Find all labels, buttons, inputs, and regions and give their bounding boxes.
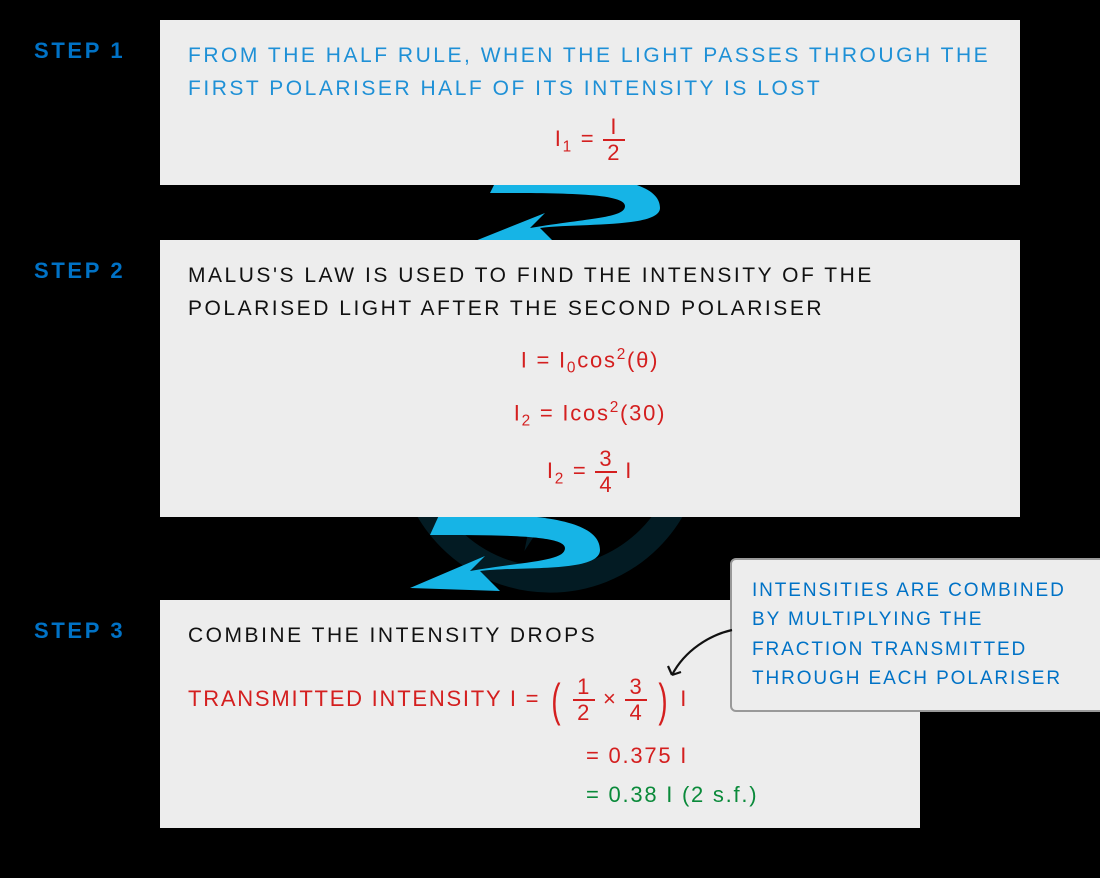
transmitted-label: TRANSMITTED INTENSITY I = [188,686,548,711]
callout-box: INTENSITIES ARE COMBINED BY MULTIPLYING … [730,558,1100,712]
eq1-sub: 1 [563,138,573,155]
eq1-num: I [603,115,625,141]
step-2-eq1: I = I0cos2(θ) [188,343,992,380]
eq3-eq: = [565,458,595,483]
step-3-label: STEP 3 [34,618,125,644]
step-1-label: STEP 1 [34,38,125,64]
eq1-den: 2 [603,141,625,165]
callout-text: INTENSITIES ARE COMBINED BY MULTIPLYING … [752,580,1066,689]
step-2-text: MALUS'S LAW IS USED TO FIND THE INTENSIT… [188,260,992,325]
f2-num: 3 [625,675,647,701]
f1-num: 1 [573,675,595,701]
eq3-tail: I [625,458,633,483]
step-3-eq3: = 0.38 I (2 s.f.) [188,782,892,808]
eq3-num: 3 [595,447,617,473]
step-2-eq3: I2 = 3 4 I [188,447,992,497]
step-2-card: MALUS'S LAW IS USED TO FIND THE INTENSIT… [160,240,1020,517]
step-2-label: STEP 2 [34,258,125,284]
step-1-card: FROM THE HALF RULE, WHEN THE LIGHT PASSE… [160,20,1020,185]
eq3-den: 4 [595,473,617,497]
flow-arrow-2 [370,508,620,608]
step-1-equation: I1 = I 2 [188,115,992,165]
eq3-lhs: I [547,458,555,483]
step-1-text: FROM THE HALF RULE, WHEN THE LIGHT PASSE… [188,40,992,105]
eq1-eq: = [573,126,603,151]
step-3-eq2: = 0.375 I [188,739,892,772]
f2-den: 4 [625,701,647,725]
eq3-sub: 2 [555,470,565,487]
eq1-lhs: I [555,126,563,151]
step-2-eq2: I2 = Icos2(30) [188,396,992,433]
f1-den: 2 [573,701,595,725]
callout-arrow [660,620,740,690]
times-op: × [603,686,625,711]
